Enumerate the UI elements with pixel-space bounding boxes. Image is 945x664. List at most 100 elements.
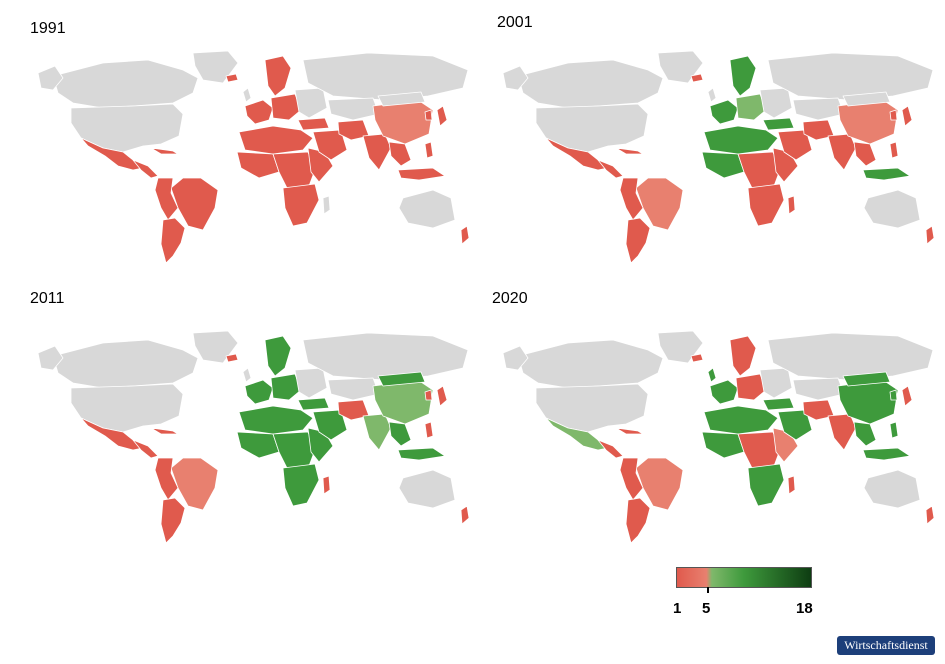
region-central-1991	[132, 159, 159, 179]
region-safrica-1991	[282, 183, 320, 227]
region-safrica-2020	[747, 463, 785, 507]
region-caribbean-2020	[615, 427, 644, 435]
region-brazil-2001	[635, 177, 684, 231]
region-andes-2001	[619, 177, 644, 221]
region-wafrica-2020	[701, 431, 745, 459]
region-usa-2020	[535, 383, 649, 433]
region-andes-2020	[619, 457, 644, 501]
region-uk-2020	[707, 367, 717, 383]
region-alaska-2020	[502, 345, 529, 371]
region-ceurope-2020	[735, 373, 767, 401]
year-label-2020: 2020	[492, 290, 528, 307]
region-nz-2001	[925, 225, 935, 245]
region-cafrica-2020	[737, 431, 781, 469]
region-india-1991	[362, 133, 392, 171]
region-centralasia-2020	[792, 377, 845, 401]
region-scandi-1991	[264, 55, 292, 97]
region-philippines-2001	[889, 141, 899, 159]
region-usa-1991	[70, 103, 184, 153]
region-greenland-2001	[657, 50, 704, 84]
region-iceland-1991	[225, 73, 239, 83]
map-svg-1991	[37, 50, 470, 264]
region-caribbean-2011	[150, 427, 179, 435]
region-greenland-2011	[192, 330, 239, 364]
region-central-2020	[597, 439, 624, 459]
region-mexico-1991	[80, 137, 144, 171]
region-alaska-1991	[37, 65, 64, 91]
region-safrica-2011	[282, 463, 320, 507]
region-indonesia-2001	[862, 167, 911, 181]
region-mongolia-1991	[377, 91, 426, 107]
region-australia-1991	[398, 189, 456, 229]
region-japan-2011	[436, 385, 448, 407]
region-nz-2011	[460, 505, 470, 525]
region-india-2020	[827, 413, 857, 451]
region-mexico-2001	[545, 137, 609, 171]
region-brazil-2011	[170, 457, 219, 511]
region-russia-2001	[767, 52, 934, 101]
region-eeurope-2001	[759, 87, 793, 119]
year-label-2011: 2011	[30, 290, 65, 307]
region-india-2001	[827, 133, 857, 171]
region-seasia-2011	[388, 421, 412, 447]
map-svg-2011	[37, 330, 470, 544]
region-ceurope-2001	[735, 93, 767, 121]
region-brazil-2020	[635, 457, 684, 511]
year-label-2001: 2001	[497, 14, 533, 31]
region-caribbean-2001	[615, 147, 644, 155]
map-svg-2020	[502, 330, 935, 544]
region-mexico-2020	[545, 417, 609, 451]
region-canada-2001	[517, 59, 664, 109]
region-uk-2001	[707, 87, 717, 103]
region-seasia-2020	[853, 421, 877, 447]
region-korea-1991	[424, 109, 433, 121]
region-brazil-1991	[170, 177, 219, 231]
region-uk-2011	[242, 367, 252, 383]
region-eeurope-2011	[294, 367, 328, 399]
region-wafrica-1991	[236, 151, 280, 179]
region-scandi-2001	[729, 55, 757, 97]
region-nafrica-2011	[238, 405, 314, 435]
region-southcone-2001	[625, 217, 651, 264]
region-uk-1991	[242, 87, 252, 103]
region-indonesia-1991	[397, 167, 446, 181]
region-japan-2020	[901, 385, 913, 407]
region-canada-1991	[52, 59, 199, 109]
region-australia-2020	[863, 469, 921, 509]
region-korea-2020	[889, 389, 898, 401]
region-mideast-1991	[312, 129, 348, 161]
region-weurope-2011	[244, 379, 274, 405]
region-ceurope-2011	[270, 373, 302, 401]
region-mongolia-2001	[842, 91, 891, 107]
region-southcone-2011	[160, 497, 186, 544]
region-andes-2011	[154, 457, 179, 501]
year-label-1991: 1991	[30, 20, 66, 37]
region-mongolia-2020	[842, 371, 891, 387]
region-madagascar-1991	[322, 195, 331, 215]
region-australia-2001	[863, 189, 921, 229]
region-seasia-2001	[853, 141, 877, 167]
region-nafrica-1991	[238, 125, 314, 155]
region-nafrica-2001	[703, 125, 779, 155]
region-korea-2011	[424, 389, 433, 401]
region-greenland-2020	[657, 330, 704, 364]
region-weurope-2001	[709, 99, 739, 125]
region-philippines-2011	[424, 421, 434, 439]
region-turkey-1991	[297, 117, 330, 131]
world-map-2011	[33, 328, 473, 548]
region-canada-2011	[52, 339, 199, 389]
region-southcone-1991	[160, 217, 186, 264]
world-map-1991	[33, 48, 473, 268]
map-svg-2001	[502, 50, 935, 264]
region-mideast-2011	[312, 409, 348, 441]
region-mexico-2011	[80, 417, 144, 451]
region-ceurope-1991	[270, 93, 302, 121]
region-alaska-2011	[37, 345, 64, 371]
region-mideast-2020	[777, 409, 813, 441]
region-nafrica-2020	[703, 405, 779, 435]
region-cafrica-2011	[272, 431, 316, 469]
legend-label-max: 18	[796, 600, 813, 617]
legend-tick-5	[707, 587, 709, 593]
region-caribbean-1991	[150, 147, 179, 155]
region-iran-1991	[337, 119, 370, 141]
